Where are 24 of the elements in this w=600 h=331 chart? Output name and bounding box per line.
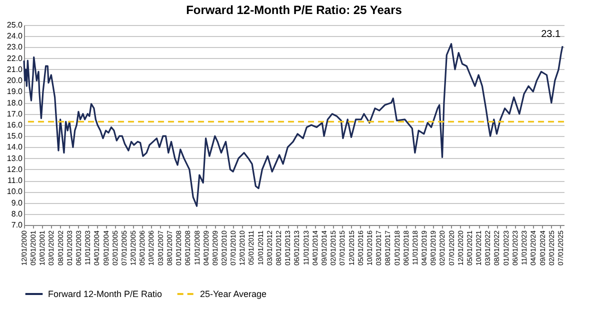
y-tick-label: 23.0	[6, 42, 24, 52]
line-series	[23, 43, 564, 207]
y-tick-label: 11.0	[8, 176, 24, 186]
y-tick-label: 19.0	[6, 87, 24, 96]
y-tick-label: 22.0	[6, 54, 24, 63]
y-tick-label: 18.0	[6, 98, 24, 108]
y-tick-label: 24.0	[6, 32, 24, 41]
y-tick-label: 16.0	[6, 120, 24, 130]
legend-label: Forward 12-Month P/E Ratio	[48, 289, 162, 299]
y-tick-label: 10.0	[6, 187, 24, 196]
y-tick-label: 13.0	[6, 154, 24, 163]
annotation: 23.1	[541, 29, 561, 40]
y-tick-label: 21.0	[6, 64, 24, 74]
chart-title: Forward 12-Month P/E Ratio: 25 Years	[186, 3, 402, 17]
y-tick-label: 14.0	[6, 142, 24, 152]
y-tick-label: 8.0	[11, 209, 24, 218]
y-tick-label: 12.0	[6, 164, 24, 174]
legend-label: 25-Year Average	[200, 289, 267, 299]
y-tick-label: 9.0	[11, 198, 24, 208]
y-tick-label: 25.0	[6, 20, 24, 30]
y-tick-label: 15.0	[6, 132, 24, 141]
y-tick-label: 17.0	[6, 109, 24, 118]
y-tick-label: 20.0	[6, 76, 24, 86]
y-tick-label: 7.0	[11, 220, 24, 230]
